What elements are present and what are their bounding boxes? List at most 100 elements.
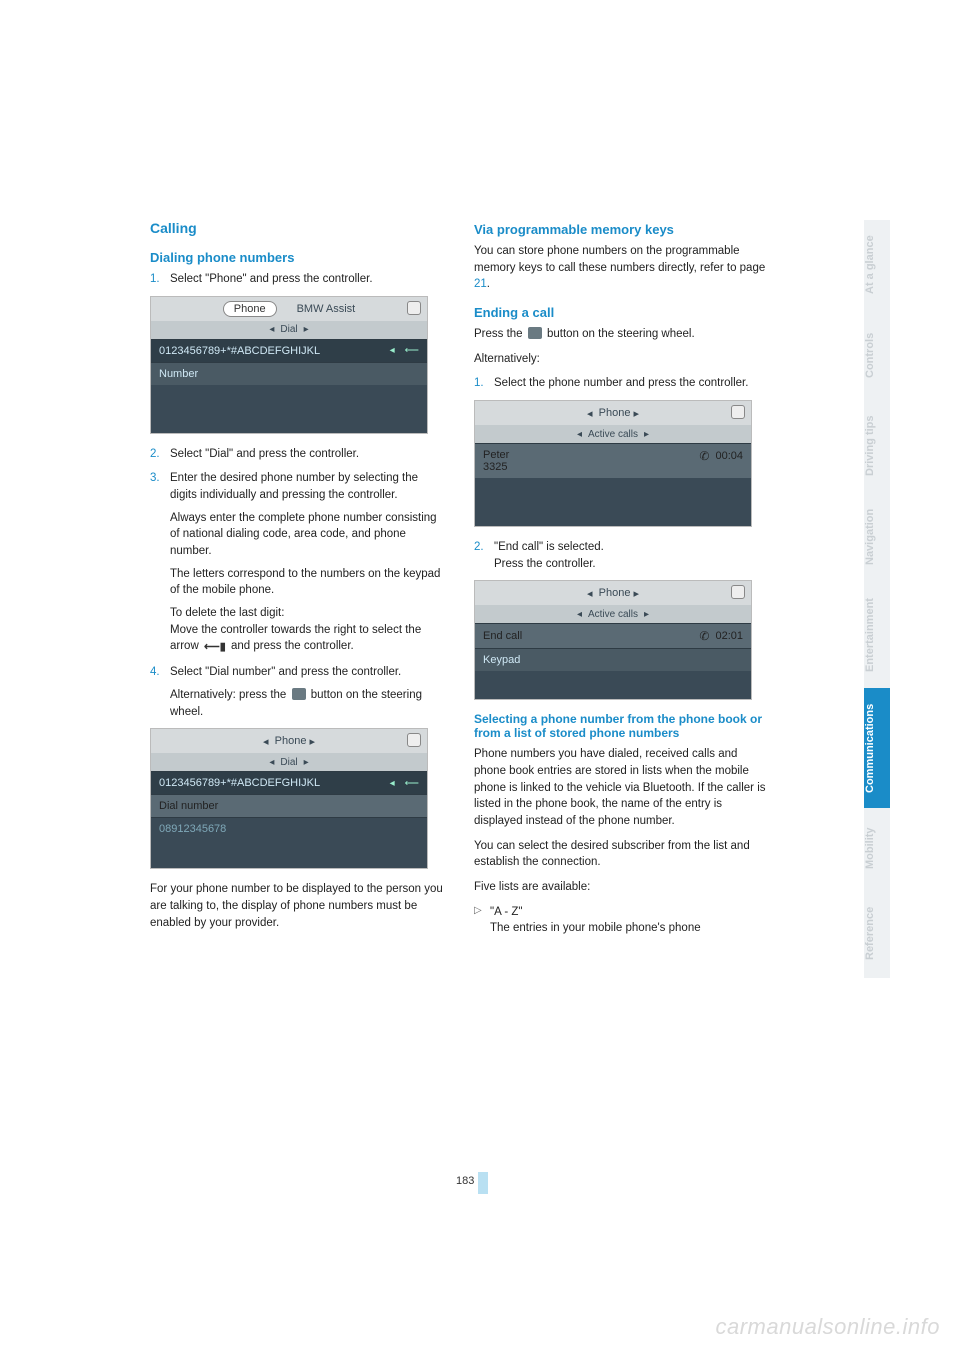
step-text: Select "Dial" and press the controller. <box>170 448 359 460</box>
caller-number: 3325 <box>483 461 509 473</box>
crumb-top: Phone <box>599 587 631 599</box>
entered-number: 08912345678 <box>159 823 226 835</box>
bullet-a-z: "A - Z" The entries in your mobile phone… <box>474 904 770 937</box>
phonebook-p3: Five lists are available: <box>474 879 770 896</box>
backspace-arrow-icon: ⟵▮ <box>204 640 226 656</box>
step-number: 4. <box>150 664 160 681</box>
caller-info: Peter 3325 <box>483 449 509 473</box>
heading-memory-keys: Via programmable memory keys <box>474 222 770 237</box>
call-duration: ✆ 00:04 <box>699 449 743 463</box>
crumb-top: Phone <box>599 407 631 419</box>
phonebook-p1: Phone numbers you have dialed, received … <box>474 746 770 829</box>
watermark: carmanualsonline.info <box>715 1314 940 1340</box>
step-text: Select "Dial number" and press the contr… <box>170 666 401 678</box>
shot-filler <box>475 671 751 699</box>
heading-selecting-number: Selecting a phone number from the phone … <box>474 712 770 740</box>
shot-topbar: Phone BMW Assist <box>151 297 427 321</box>
shot-active-call-row: Peter 3325 ✆ 00:04 <box>475 443 751 478</box>
text: . <box>487 278 490 290</box>
step-3-p2: Always enter the complete phone number c… <box>170 510 446 560</box>
bullet-desc: The entries in your mobile phone's phone <box>490 920 770 937</box>
page-link-21[interactable]: 21 <box>474 278 487 290</box>
page-number: 183 <box>456 1175 474 1187</box>
tab-mobility[interactable]: Mobility <box>864 808 890 888</box>
keypad-label: Keypad <box>483 654 520 666</box>
text: button on the steering wheel. <box>547 328 695 340</box>
end-step-2: 2. "End call" is selected. Press the con… <box>474 539 770 572</box>
crumb-label: Dial <box>280 757 297 768</box>
ending-call-text: Press the button on the steering wheel. <box>474 326 770 343</box>
shot-topbar: ◂ Phone ▸ <box>475 401 751 425</box>
step-2: 2. Select "Dial" and press the controlle… <box>150 446 446 463</box>
idrive-screenshot-active-call: ◂ Phone ▸ ◂Active calls▸ Peter 3325 ✆ 00… <box>474 400 752 527</box>
tab-controls[interactable]: Controls <box>864 310 890 400</box>
shot-entered-number: 08912345678 <box>151 817 427 840</box>
step-3-p4a: To delete the last digit: <box>170 605 446 622</box>
idrive-screenshot-end-call: ◂ Phone ▸ ◂Active calls▸ End call ✆ 02:0… <box>474 580 752 700</box>
ending-steps-cont: 2. "End call" is selected. Press the con… <box>474 539 770 572</box>
shot-digits: 0123456789+*#ABCDEFGHIJKL <box>159 777 320 789</box>
crumb-top: Phone <box>275 735 307 747</box>
tab-reference[interactable]: Reference <box>864 888 890 978</box>
crumb-label: Active calls <box>588 609 638 620</box>
tab-communications[interactable]: Communications <box>864 688 890 808</box>
shot-row-icons: ◂⟵ <box>390 345 419 356</box>
shot-tab-assist: BMW Assist <box>297 303 356 315</box>
controller-knob-icon <box>407 301 421 315</box>
step-number: 3. <box>150 470 160 487</box>
call-duration: ✆ 02:01 <box>699 629 743 643</box>
phone-button-icon <box>528 327 542 339</box>
shot-number-label: Number <box>159 368 198 380</box>
footer-note: For your phone number to be displayed to… <box>150 881 446 931</box>
step-text: Select the phone number and press the co… <box>494 377 748 389</box>
page-number-bar <box>478 1172 488 1194</box>
shot-row-icons: ◂⟵ <box>390 778 419 789</box>
step-1: 1. Select "Phone" and press the controll… <box>150 271 446 288</box>
tab-navigation[interactable]: Navigation <box>864 492 890 582</box>
heading-ending-call: Ending a call <box>474 305 770 320</box>
controller-knob-icon <box>731 585 745 599</box>
step-3: 3. Enter the desired phone number by sel… <box>150 470 446 656</box>
shot-topbar: ◂ Phone ▸ <box>151 729 427 753</box>
section-tabs: At a glanceControlsDriving tipsNavigatio… <box>864 220 890 978</box>
dialing-steps-cont: 2. Select "Dial" and press the controlle… <box>150 446 446 721</box>
shot-filler <box>475 478 751 526</box>
dialing-steps: 1. Select "Phone" and press the controll… <box>150 271 446 288</box>
shot-filler <box>151 385 427 433</box>
step-number: 1. <box>474 375 484 392</box>
shot-keypad-row: Keypad <box>475 648 751 671</box>
shot-crumb: ◂Dial▸ <box>151 753 427 771</box>
phone-button-icon <box>292 688 306 700</box>
bullet-title: "A - Z" <box>490 906 522 918</box>
step-number: 2. <box>150 446 160 463</box>
handset-icon: ✆ <box>699 629 709 643</box>
step-text: Select "Phone" and press the controller. <box>170 273 373 285</box>
shot-dial-number-label: Dial number <box>159 800 218 812</box>
text: Press the <box>474 328 526 340</box>
idrive-screenshot-dial-number: ◂ Phone ▸ ◂Dial▸ 0123456789+*#ABCDEFGHIJ… <box>150 728 428 869</box>
shot-dial-number-row: Dial number <box>151 794 427 817</box>
tab-driving-tips[interactable]: Driving tips <box>864 400 890 492</box>
tab-entertainment[interactable]: Entertainment <box>864 582 890 688</box>
ending-steps: 1. Select the phone number and press the… <box>474 375 770 392</box>
lists-bullets: "A - Z" The entries in your mobile phone… <box>474 904 770 937</box>
idrive-screenshot-phone-dial: Phone BMW Assist ◂Dial▸ 0123456789+*#ABC… <box>150 296 428 434</box>
step-number: 1. <box>150 271 160 288</box>
page-content: Calling Dialing phone numbers 1. Select … <box>150 220 770 941</box>
text: Alternatively: press the <box>170 689 290 701</box>
tab-at-a-glance[interactable]: At a glance <box>864 220 890 310</box>
duration-value: 00:04 <box>715 450 743 462</box>
shot-crumb: ◂Active calls▸ <box>475 425 751 443</box>
step-text-2: Press the controller. <box>494 556 770 573</box>
controller-knob-icon <box>731 405 745 419</box>
caller-name: Peter <box>483 449 509 461</box>
text: and press the controller. <box>231 640 354 652</box>
step-text: Enter the desired phone number by select… <box>170 472 418 501</box>
shot-filler <box>151 840 427 868</box>
controller-knob-icon <box>407 733 421 747</box>
shot-topbar: ◂ Phone ▸ <box>475 581 751 605</box>
step-3-p4b: Move the controller towards the right to… <box>170 622 446 657</box>
shot-digits: 0123456789+*#ABCDEFGHIJKL <box>159 345 320 357</box>
end-step-1: 1. Select the phone number and press the… <box>474 375 770 392</box>
alternatively-label: Alternatively: <box>474 351 770 368</box>
